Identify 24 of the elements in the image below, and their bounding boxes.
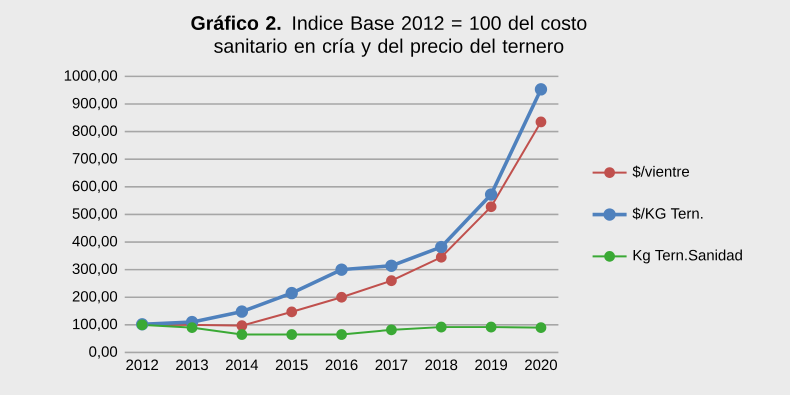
y-tick-label: 400,00 bbox=[72, 236, 118, 248]
y-tick-label: 600,00 bbox=[72, 180, 118, 193]
y-tick-label: 300,00 bbox=[72, 263, 118, 276]
chart-title: Gráfico 2. Indice Base 2012 = 100 del costo sanitario en cría y del precio del ternero bbox=[191, 15, 586, 57]
y-tick-label: 200,00 bbox=[72, 291, 118, 304]
y-tick-label: 1000,00 bbox=[64, 70, 118, 83]
y-tick-label: 700,00 bbox=[72, 153, 118, 166]
legend-label: Kg Tern.Sanidad bbox=[634, 249, 742, 264]
x-tick-label: 2016 bbox=[326, 360, 358, 370]
x-tick-label: 2017 bbox=[376, 360, 408, 370]
legend-label: $/KG Tern. bbox=[632, 208, 702, 220]
x-tick-label: 2014 bbox=[226, 360, 258, 370]
x-tick-label: 2013 bbox=[176, 360, 208, 370]
x-tick-label: 2019 bbox=[475, 360, 508, 370]
x-tick-label: 2012 bbox=[126, 360, 158, 370]
y-tick-label: 800,00 bbox=[72, 125, 118, 138]
x-tick-label: 2018 bbox=[425, 360, 458, 370]
y-tick-label: 500,00 bbox=[72, 208, 118, 221]
legend-label: $/vientre bbox=[632, 166, 690, 178]
y-tick-label: 900,00 bbox=[72, 98, 118, 110]
y-tick-label: 100,00 bbox=[73, 318, 118, 332]
y-tick-label: 0,00 bbox=[89, 346, 118, 359]
x-tick-label: 2015 bbox=[276, 360, 308, 370]
x-tick-label: 2020 bbox=[525, 360, 557, 370]
